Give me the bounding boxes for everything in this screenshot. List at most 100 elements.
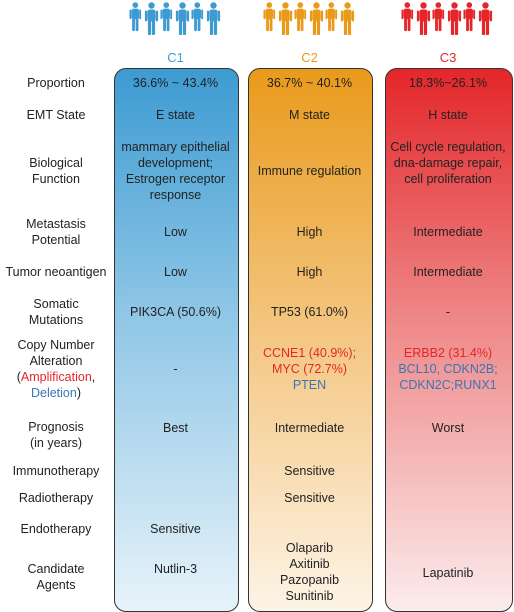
row-label-prognosis: Prognosis (in years) bbox=[0, 419, 112, 451]
people-group-icon-c3 bbox=[400, 2, 495, 38]
cell-cna-c3: ERBB2 (31.4%) BCL10, CDKN2B; CDKN2C;RUNX… bbox=[385, 345, 511, 393]
cell-line: development; bbox=[137, 156, 214, 170]
cell-metastasis-c2: High bbox=[296, 225, 323, 239]
person-silhouette-icon bbox=[278, 2, 293, 35]
cell-line: Cell cycle regulation, bbox=[390, 140, 506, 154]
person-silhouette-icon bbox=[463, 2, 476, 32]
person-silhouette-icon bbox=[160, 2, 173, 32]
cluster-column-c1 bbox=[114, 68, 239, 612]
person-silhouette-icon bbox=[191, 2, 204, 32]
cell-line: Pazopanib bbox=[279, 573, 340, 587]
cluster-label-c1: C1 bbox=[167, 50, 184, 65]
cell-emt-c1: E state bbox=[156, 108, 195, 122]
row-label-line: Candidate bbox=[27, 562, 85, 576]
row-label-legend: (Amplification, bbox=[0, 369, 112, 385]
cell-metastasis-c1: Low bbox=[164, 225, 187, 239]
person-silhouette-icon bbox=[129, 2, 142, 32]
people-silhouettes-svg bbox=[129, 2, 221, 35]
row-label-proportion: Proportion bbox=[27, 76, 85, 90]
cell-somatic-c1: PIK3CA (50.6%) bbox=[129, 305, 221, 319]
cell-agents-c1: Nutlin-3 bbox=[153, 562, 198, 576]
cluster-label-c3: C3 bbox=[439, 50, 457, 65]
row-label-line: Alteration bbox=[29, 354, 83, 368]
cell-immunotherapy-c2: Sensitive bbox=[284, 464, 335, 478]
cell-line: Axitinib bbox=[289, 557, 330, 571]
person-silhouette-icon bbox=[144, 2, 159, 35]
person-silhouette-icon bbox=[309, 2, 324, 35]
cell-prognosis-c1: Best bbox=[162, 421, 188, 435]
cell-line-deletion: BCL10, CDKN2B; bbox=[398, 362, 498, 376]
cell-somatic-c3: - bbox=[445, 305, 451, 319]
row-label-metastasis-potential: Metastasis Potential bbox=[0, 216, 112, 248]
person-silhouette-icon bbox=[325, 2, 338, 32]
cell-cna-c2: CCNE1 (40.9%); MYC (72.7%) PTEN bbox=[248, 345, 371, 393]
cell-emt-c3: H state bbox=[428, 108, 468, 122]
cell-line: Sunitinib bbox=[285, 589, 334, 603]
person-silhouette-icon bbox=[432, 2, 445, 32]
cell-proportion-c3: 18.3%~26.1% bbox=[408, 76, 488, 90]
row-label-line: Prognosis bbox=[28, 420, 84, 434]
legend-close-paren: ) bbox=[76, 386, 82, 400]
legend-deletion: Deletion bbox=[30, 386, 77, 400]
person-silhouette-icon bbox=[340, 2, 355, 35]
legend-amplification: Amplification bbox=[20, 370, 92, 384]
cell-line: cell proliferation bbox=[404, 172, 492, 186]
cell-bio-c3: Cell cycle regulation, dna-damage repair… bbox=[385, 139, 511, 187]
person-silhouette-icon bbox=[447, 2, 462, 35]
row-label-line: Potential bbox=[31, 233, 81, 247]
cell-agents-c2: Olaparib Axitinib Pazopanib Sunitinib bbox=[248, 540, 371, 604]
row-label-copy-number-alteration: Copy Number Alteration (Amplification, D… bbox=[0, 337, 112, 401]
person-silhouette-icon bbox=[478, 2, 493, 35]
person-silhouette-icon bbox=[175, 2, 190, 35]
row-label-radiotherapy: Radiotherapy bbox=[18, 491, 94, 505]
cell-line: response bbox=[149, 188, 202, 202]
cell-line: Estrogen receptor bbox=[125, 172, 226, 186]
people-silhouettes-svg bbox=[401, 2, 493, 35]
cell-somatic-c2: TP53 (61.0%) bbox=[270, 305, 349, 319]
cell-line: mammary epithelial bbox=[121, 140, 230, 154]
legend-open-paren: ( bbox=[16, 370, 21, 384]
cell-line-amplification: MYC (72.7%) bbox=[271, 362, 348, 376]
row-label-biological-function: Biological Function bbox=[0, 155, 112, 187]
cell-bio-c1: mammary epithelial development; Estrogen… bbox=[114, 139, 237, 203]
people-silhouettes-svg bbox=[263, 2, 355, 35]
cell-radiotherapy-c2: Sensitive bbox=[284, 491, 335, 505]
row-label-immunotherapy: Immunotherapy bbox=[12, 464, 100, 478]
person-silhouette-icon bbox=[294, 2, 307, 32]
row-label-line: Biological bbox=[29, 156, 83, 170]
legend-comma: , bbox=[91, 370, 96, 384]
row-label-tumor-neoantigen: Tumor neoantigen bbox=[5, 265, 107, 279]
cell-line-amplification: CCNE1 (40.9%); bbox=[262, 346, 357, 360]
cell-agents-c3: Lapatinib bbox=[422, 566, 474, 580]
cluster-label-c2: C2 bbox=[301, 50, 318, 65]
cell-line: Olaparib bbox=[285, 541, 334, 555]
cell-line: dna-damage repair, bbox=[393, 156, 503, 170]
cell-proportion-c2: 36.7% ~ 40.1% bbox=[266, 76, 353, 90]
people-group-icon-c2 bbox=[262, 2, 357, 38]
person-silhouette-icon bbox=[401, 2, 414, 32]
cell-line-deletion: CDKN2C;RUNX1 bbox=[399, 378, 497, 392]
row-label-line: Function bbox=[32, 172, 80, 186]
cell-bio-c2: Immune regulation bbox=[257, 164, 362, 178]
row-label-line: Somatic bbox=[33, 297, 79, 311]
person-silhouette-icon bbox=[263, 2, 276, 32]
cell-line-deletion: PTEN bbox=[292, 378, 327, 392]
cell-prognosis-c2: Intermediate bbox=[274, 421, 345, 435]
row-label-line: Mutations bbox=[28, 313, 84, 327]
people-group-icon-c1 bbox=[128, 2, 223, 38]
cell-neoantigen-c3: Intermediate bbox=[413, 265, 483, 279]
row-label-line: Metastasis bbox=[26, 217, 86, 231]
row-label-somatic-mutations: Somatic Mutations bbox=[0, 296, 112, 328]
cluster-column-c3 bbox=[385, 68, 513, 612]
row-label-candidate-agents: Candidate Agents bbox=[0, 561, 112, 593]
cell-cna-c1: - bbox=[173, 362, 178, 376]
row-label-line: Copy Number bbox=[17, 338, 95, 352]
cell-proportion-c1: 36.6% ~ 43.4% bbox=[132, 76, 219, 90]
cell-prognosis-c3: Worst bbox=[431, 421, 465, 435]
cell-emt-c2: M state bbox=[289, 108, 330, 122]
row-label-endotherapy: Endotherapy bbox=[20, 522, 92, 536]
row-label-legend: Deletion) bbox=[0, 385, 112, 401]
cell-endotherapy-c1: Sensitive bbox=[150, 522, 201, 536]
row-label-emt-state: EMT State bbox=[26, 108, 86, 122]
row-label-line: Agents bbox=[36, 578, 76, 592]
